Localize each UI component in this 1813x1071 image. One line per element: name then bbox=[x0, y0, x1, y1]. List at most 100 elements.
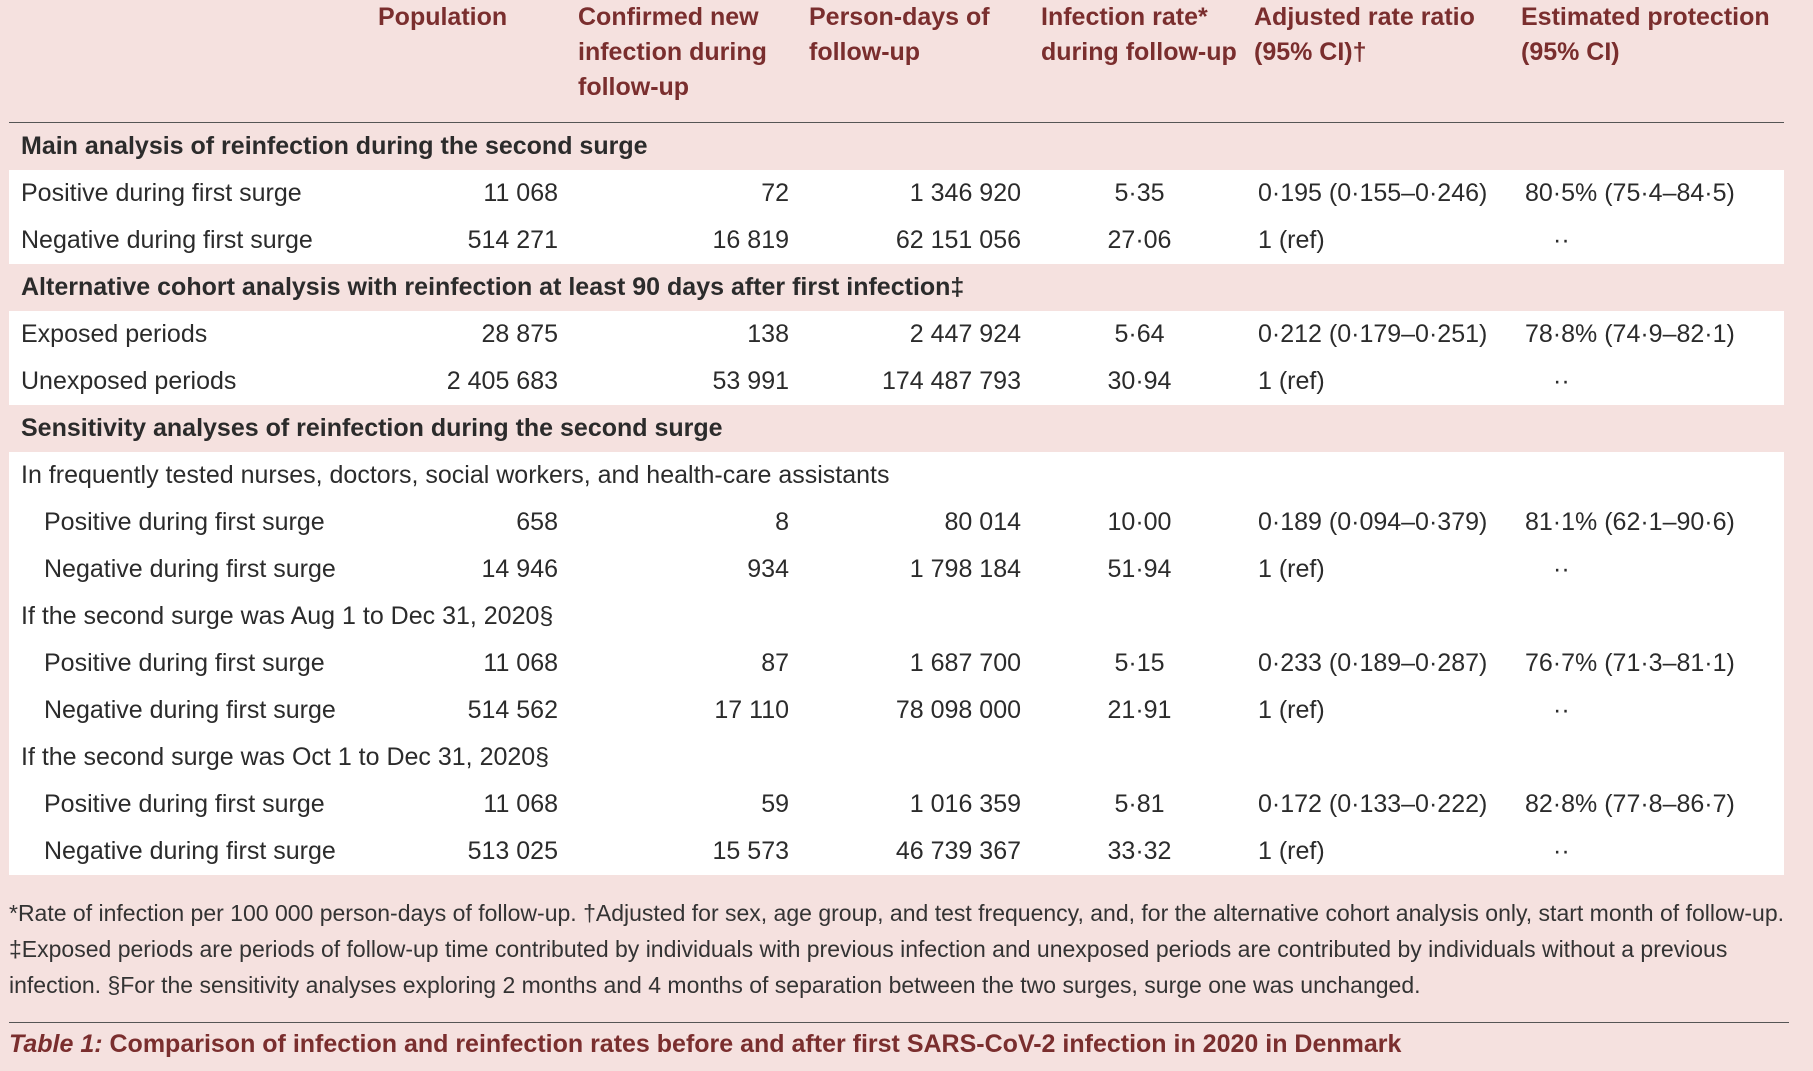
table-row: Exposed periods 28 875 138 2 447 924 5·6… bbox=[9, 311, 1784, 358]
section-header-sensitivity: Sensitivity analyses of reinfection duri… bbox=[9, 405, 1784, 452]
ratio-cell: 1 (ref) bbox=[1246, 358, 1513, 405]
infections-cell: 72 bbox=[570, 170, 801, 217]
row-label: Negative during first surge bbox=[9, 217, 370, 264]
section-title: Main analysis of reinfection during the … bbox=[9, 122, 1784, 170]
rate-cell: 27·06 bbox=[1033, 217, 1246, 264]
ratio-cell: 1 (ref) bbox=[1246, 828, 1513, 875]
ratio-cell: 1 (ref) bbox=[1246, 546, 1513, 593]
infections-cell: 87 bbox=[570, 640, 801, 687]
population-cell: 14 946 bbox=[370, 546, 570, 593]
infections-cell: 15 573 bbox=[570, 828, 801, 875]
table-row: Negative during first surge 14 946 934 1… bbox=[9, 546, 1784, 593]
protection-cell: ·· bbox=[1513, 358, 1784, 405]
row-label: Exposed periods bbox=[9, 311, 370, 358]
table-footnote: *Rate of infection per 100 000 person-da… bbox=[9, 900, 1784, 998]
section-title: Sensitivity analyses of reinfection duri… bbox=[9, 405, 1784, 452]
table-row: Positive during first surge 658 8 80 014… bbox=[9, 499, 1784, 546]
infections-cell: 16 819 bbox=[570, 217, 801, 264]
table-row: Positive during first surge 11 068 59 1 … bbox=[9, 781, 1784, 828]
protection-cell: 78·8% (74·9–82·1) bbox=[1513, 311, 1784, 358]
infections-cell: 53 991 bbox=[570, 358, 801, 405]
ratio-cell: 1 (ref) bbox=[1246, 687, 1513, 734]
population-cell: 11 068 bbox=[370, 640, 570, 687]
subgroup-label: If the second surge was Aug 1 to Dec 31,… bbox=[9, 593, 1784, 640]
row-label: Negative during first surge bbox=[9, 687, 370, 734]
infections-cell: 8 bbox=[570, 499, 801, 546]
results-table: Population Confirmed new infection durin… bbox=[9, 0, 1784, 875]
table-row: Positive during first surge 11 068 87 1 … bbox=[9, 640, 1784, 687]
person-days-cell: 46 739 367 bbox=[801, 828, 1033, 875]
table-row: Unexposed periods 2 405 683 53 991 174 4… bbox=[9, 358, 1784, 405]
protection-cell: 82·8% (77·8–86·7) bbox=[1513, 781, 1784, 828]
row-label: Positive during first surge bbox=[9, 499, 370, 546]
ratio-cell: 1 (ref) bbox=[1246, 217, 1513, 264]
rate-cell: 10·00 bbox=[1033, 499, 1246, 546]
header-infection-rate: Infection rate* during follow-up bbox=[1033, 0, 1246, 123]
population-cell: 11 068 bbox=[370, 781, 570, 828]
table-row: Negative during first surge 514 271 16 8… bbox=[9, 217, 1784, 264]
caption-divider bbox=[9, 1022, 1789, 1023]
row-label: Negative during first surge bbox=[9, 828, 370, 875]
caption-text: Comparison of infection and reinfection … bbox=[102, 1030, 1402, 1058]
rate-cell: 30·94 bbox=[1033, 358, 1246, 405]
rate-cell: 33·32 bbox=[1033, 828, 1246, 875]
protection-cell: 76·7% (71·3–81·1) bbox=[1513, 640, 1784, 687]
ratio-cell: 0·212 (0·179–0·251) bbox=[1246, 311, 1513, 358]
rate-cell: 5·64 bbox=[1033, 311, 1246, 358]
subgroup-row: In frequently tested nurses, doctors, so… bbox=[9, 452, 1784, 499]
person-days-cell: 2 447 924 bbox=[801, 311, 1033, 358]
header-row: Population Confirmed new infection durin… bbox=[9, 0, 1784, 123]
infections-cell: 59 bbox=[570, 781, 801, 828]
population-cell: 28 875 bbox=[370, 311, 570, 358]
table-row: Negative during first surge 514 562 17 1… bbox=[9, 687, 1784, 734]
rate-cell: 51·94 bbox=[1033, 546, 1246, 593]
header-blank bbox=[9, 0, 370, 123]
infections-cell: 138 bbox=[570, 311, 801, 358]
population-cell: 2 405 683 bbox=[370, 358, 570, 405]
table-row: Positive during first surge 11 068 72 1 … bbox=[9, 170, 1784, 217]
subgroup-label: If the second surge was Oct 1 to Dec 31,… bbox=[9, 734, 1784, 781]
protection-cell: ·· bbox=[1513, 217, 1784, 264]
infections-cell: 17 110 bbox=[570, 687, 801, 734]
person-days-cell: 1 016 359 bbox=[801, 781, 1033, 828]
subgroup-row: If the second surge was Oct 1 to Dec 31,… bbox=[9, 734, 1784, 781]
row-label: Positive during first surge bbox=[9, 170, 370, 217]
subgroup-label: In frequently tested nurses, doctors, so… bbox=[9, 452, 1784, 499]
header-population: Population bbox=[370, 0, 570, 123]
rate-cell: 21·91 bbox=[1033, 687, 1246, 734]
header-estimated-protection: Estimated protection (95% CI) bbox=[1513, 0, 1784, 123]
person-days-cell: 78 098 000 bbox=[801, 687, 1033, 734]
header-confirmed-infections: Confirmed new infection during follow-up bbox=[570, 0, 801, 123]
subgroup-row: If the second surge was Aug 1 to Dec 31,… bbox=[9, 593, 1784, 640]
person-days-cell: 1 798 184 bbox=[801, 546, 1033, 593]
section-header-alternative: Alternative cohort analysis with reinfec… bbox=[9, 264, 1784, 311]
header-person-days: Person-days of follow-up bbox=[801, 0, 1033, 123]
protection-cell: 81·1% (62·1–90·6) bbox=[1513, 499, 1784, 546]
table-caption: Table 1: Comparison of infection and rei… bbox=[9, 1030, 1401, 1059]
ratio-cell: 0·195 (0·155–0·246) bbox=[1246, 170, 1513, 217]
person-days-cell: 174 487 793 bbox=[801, 358, 1033, 405]
header-adjusted-rate-ratio: Adjusted rate ratio (95% CI)† bbox=[1246, 0, 1513, 123]
caption-label: Table 1: bbox=[9, 1030, 103, 1058]
rate-cell: 5·35 bbox=[1033, 170, 1246, 217]
row-label: Positive during first surge bbox=[9, 781, 370, 828]
rate-cell: 5·15 bbox=[1033, 640, 1246, 687]
person-days-cell: 1 346 920 bbox=[801, 170, 1033, 217]
population-cell: 658 bbox=[370, 499, 570, 546]
row-label: Unexposed periods bbox=[9, 358, 370, 405]
protection-cell: ·· bbox=[1513, 687, 1784, 734]
infections-cell: 934 bbox=[570, 546, 801, 593]
person-days-cell: 80 014 bbox=[801, 499, 1033, 546]
ratio-cell: 0·189 (0·094–0·379) bbox=[1246, 499, 1513, 546]
person-days-cell: 62 151 056 bbox=[801, 217, 1033, 264]
person-days-cell: 1 687 700 bbox=[801, 640, 1033, 687]
row-label: Positive during first surge bbox=[9, 640, 370, 687]
ratio-cell: 0·233 (0·189–0·287) bbox=[1246, 640, 1513, 687]
row-label: Negative during first surge bbox=[9, 546, 370, 593]
population-cell: 514 562 bbox=[370, 687, 570, 734]
rate-cell: 5·81 bbox=[1033, 781, 1246, 828]
protection-cell: ·· bbox=[1513, 546, 1784, 593]
section-title: Alternative cohort analysis with reinfec… bbox=[9, 264, 1784, 311]
population-cell: 513 025 bbox=[370, 828, 570, 875]
